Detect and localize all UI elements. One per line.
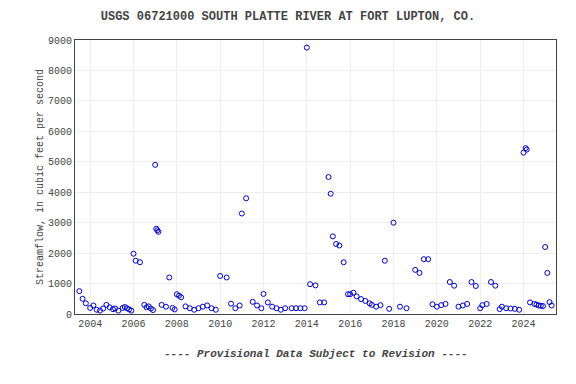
svg-text:Streamflow, in cubic feet per: Streamflow, in cubic feet per second: [35, 69, 46, 285]
svg-text:2016: 2016: [338, 319, 362, 330]
svg-text:2020: 2020: [425, 319, 449, 330]
svg-text:2022: 2022: [468, 319, 492, 330]
svg-text:6000: 6000: [48, 127, 72, 138]
svg-text:2012: 2012: [251, 319, 275, 330]
svg-text:8000: 8000: [48, 66, 72, 77]
svg-text:9000: 9000: [48, 36, 72, 47]
svg-text:2018: 2018: [381, 319, 405, 330]
svg-text:2000: 2000: [48, 249, 72, 260]
svg-text:USGS 06721000 SOUTH PLATTE RIV: USGS 06721000 SOUTH PLATTE RIVER AT FORT…: [101, 10, 475, 24]
svg-text:4000: 4000: [48, 188, 72, 199]
svg-text:2006: 2006: [121, 319, 145, 330]
svg-text:2008: 2008: [165, 319, 189, 330]
svg-text:2024: 2024: [511, 319, 535, 330]
svg-text:7000: 7000: [48, 96, 72, 107]
svg-text:---- Provisional Data Subject: ---- Provisional Data Subject to Revisio…: [164, 348, 468, 360]
svg-text:5000: 5000: [48, 157, 72, 168]
svg-text:2014: 2014: [295, 319, 319, 330]
svg-text:1000: 1000: [48, 279, 72, 290]
svg-text:3000: 3000: [48, 218, 72, 229]
svg-text:2010: 2010: [208, 319, 232, 330]
svg-text:0: 0: [66, 310, 72, 321]
svg-text:2004: 2004: [78, 319, 102, 330]
